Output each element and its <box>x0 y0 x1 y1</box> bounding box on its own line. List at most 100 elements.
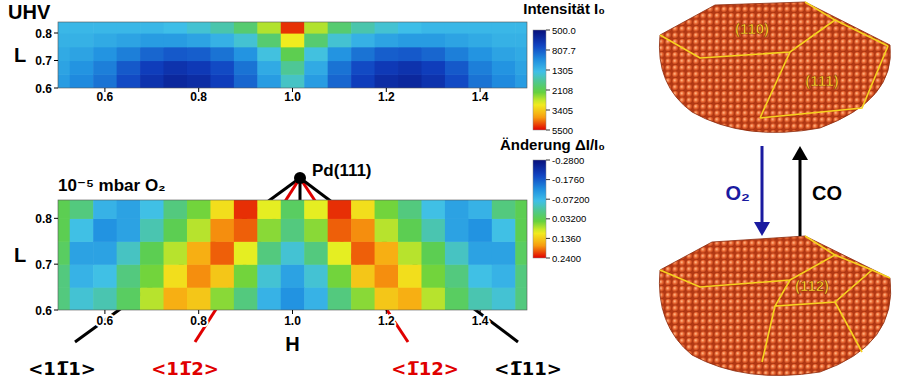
heatmap-cell <box>93 47 117 61</box>
heatmap-cell <box>140 200 164 219</box>
nanoparticle: (112) <box>659 236 890 376</box>
heatmap-cell <box>234 47 258 61</box>
panel: 10⁻⁵ mbar O₂L0.60.70.80.60.81.01.21.4HÄn… <box>14 136 605 355</box>
tick-label: 0.8 <box>35 27 52 41</box>
colorbar-tick <box>546 238 550 239</box>
heatmap-cell <box>140 218 164 242</box>
tick <box>54 218 58 219</box>
reaction-arrow: O₂ <box>726 146 770 236</box>
direction-lines <box>75 178 518 342</box>
heatmap-cell <box>257 200 281 219</box>
heatmap-cell <box>445 47 469 61</box>
heatmap-cell <box>164 61 188 75</box>
heatmap-cell <box>421 287 445 310</box>
heatmap-cell <box>468 264 492 288</box>
heatmap-cell <box>421 61 445 75</box>
heatmap-cell <box>281 264 305 288</box>
heatmap-cell <box>210 218 234 242</box>
heatmap-cell <box>304 74 328 88</box>
tick-label: 1.4 <box>472 90 489 104</box>
heatmap-cell <box>328 61 352 75</box>
heatmap-cell <box>515 61 527 75</box>
colorbar-label: 3405 <box>552 105 573 116</box>
tick-label: 1.0 <box>284 90 301 104</box>
heatmap-cell <box>421 218 445 242</box>
heatmap-cell <box>93 22 117 34</box>
colorbar-label: 0.1360 <box>552 233 581 244</box>
heatmap-cell <box>257 74 281 88</box>
heatmap-cell <box>93 218 117 242</box>
heatmap-cell <box>58 241 70 265</box>
heatmap-cell <box>164 264 188 288</box>
heatmap-cell <box>234 74 258 88</box>
heatmap-cell <box>328 287 352 310</box>
cells <box>58 200 527 310</box>
colorbar-tick <box>546 130 550 131</box>
heatmap-cell <box>304 61 328 75</box>
heatmap-cell <box>70 33 94 47</box>
heatmap-cell <box>375 200 399 219</box>
tick-label: 0.8 <box>190 90 207 104</box>
heatmap-cell <box>117 218 141 242</box>
tick-label: 0.6 <box>97 314 114 328</box>
heatmap-cell <box>281 61 305 75</box>
heatmap-cell <box>421 200 445 219</box>
tick-label: 0.7 <box>35 258 52 272</box>
heatmap-cell <box>164 47 188 61</box>
heatmap-cell <box>281 287 305 310</box>
heatmap-cell <box>234 200 258 219</box>
heatmap-cell <box>210 200 234 219</box>
tick-label: 1.0 <box>284 314 301 328</box>
facet-label: (112) <box>795 277 829 294</box>
tick-label: 1.4 <box>472 314 489 328</box>
heatmap-cell <box>210 264 234 288</box>
heatmap-cell <box>164 33 188 47</box>
heatmap-cell <box>164 74 188 88</box>
heatmap-cell <box>492 264 516 288</box>
heatmap-cell <box>164 241 188 265</box>
axis-title: H <box>285 333 299 355</box>
heatmap-cell <box>70 61 94 75</box>
heatmap-cell <box>187 200 211 219</box>
panel-title: 10⁻⁵ mbar O₂ <box>58 176 166 195</box>
heatmap-cell <box>398 74 422 88</box>
heatmap-cell <box>375 47 399 61</box>
heatmap-cell <box>515 287 527 310</box>
heatmap-cell <box>70 200 94 219</box>
heatmap-cell <box>58 218 70 242</box>
colorbar-title: Intensität I₀ <box>523 0 605 17</box>
heatmap-cell <box>515 264 527 288</box>
heatmap-cell <box>93 264 117 288</box>
heatmap-cell <box>351 61 375 75</box>
heatmap-cell <box>421 22 445 34</box>
heatmap-cell <box>58 61 70 75</box>
heatmap-cell <box>492 200 516 219</box>
heatmap-cell <box>445 218 469 242</box>
heatmap-cell <box>375 61 399 75</box>
colorbar-tick <box>546 90 550 91</box>
heatmap-cell <box>58 200 70 219</box>
heatmap-cell <box>58 74 70 88</box>
facet-label: (110) <box>735 20 769 37</box>
colorbar <box>533 160 546 258</box>
colorbar-label: 807.7 <box>552 45 576 56</box>
tick <box>54 88 58 89</box>
heatmap-cell <box>210 241 234 265</box>
heatmap-cell <box>492 47 516 61</box>
colorbar-label: 0.03200 <box>552 213 586 224</box>
heatmap-cell <box>70 218 94 242</box>
tick <box>54 33 58 34</box>
colorbar-label: 2108 <box>552 85 573 96</box>
plot-frame <box>58 22 527 88</box>
heatmap-cell <box>164 218 188 242</box>
tick <box>54 264 58 265</box>
colorbar-tick <box>546 199 550 200</box>
particle-body <box>659 236 890 376</box>
arrow-shaft <box>799 158 802 236</box>
heatmap-cell <box>468 200 492 219</box>
heatmap-cell <box>398 200 422 219</box>
panel: UHVL0.60.70.80.60.81.01.21.4Intensität I… <box>8 0 605 136</box>
heatmap-cell <box>257 33 281 47</box>
heatmap-cell <box>351 33 375 47</box>
heatmap-cell <box>234 241 258 265</box>
